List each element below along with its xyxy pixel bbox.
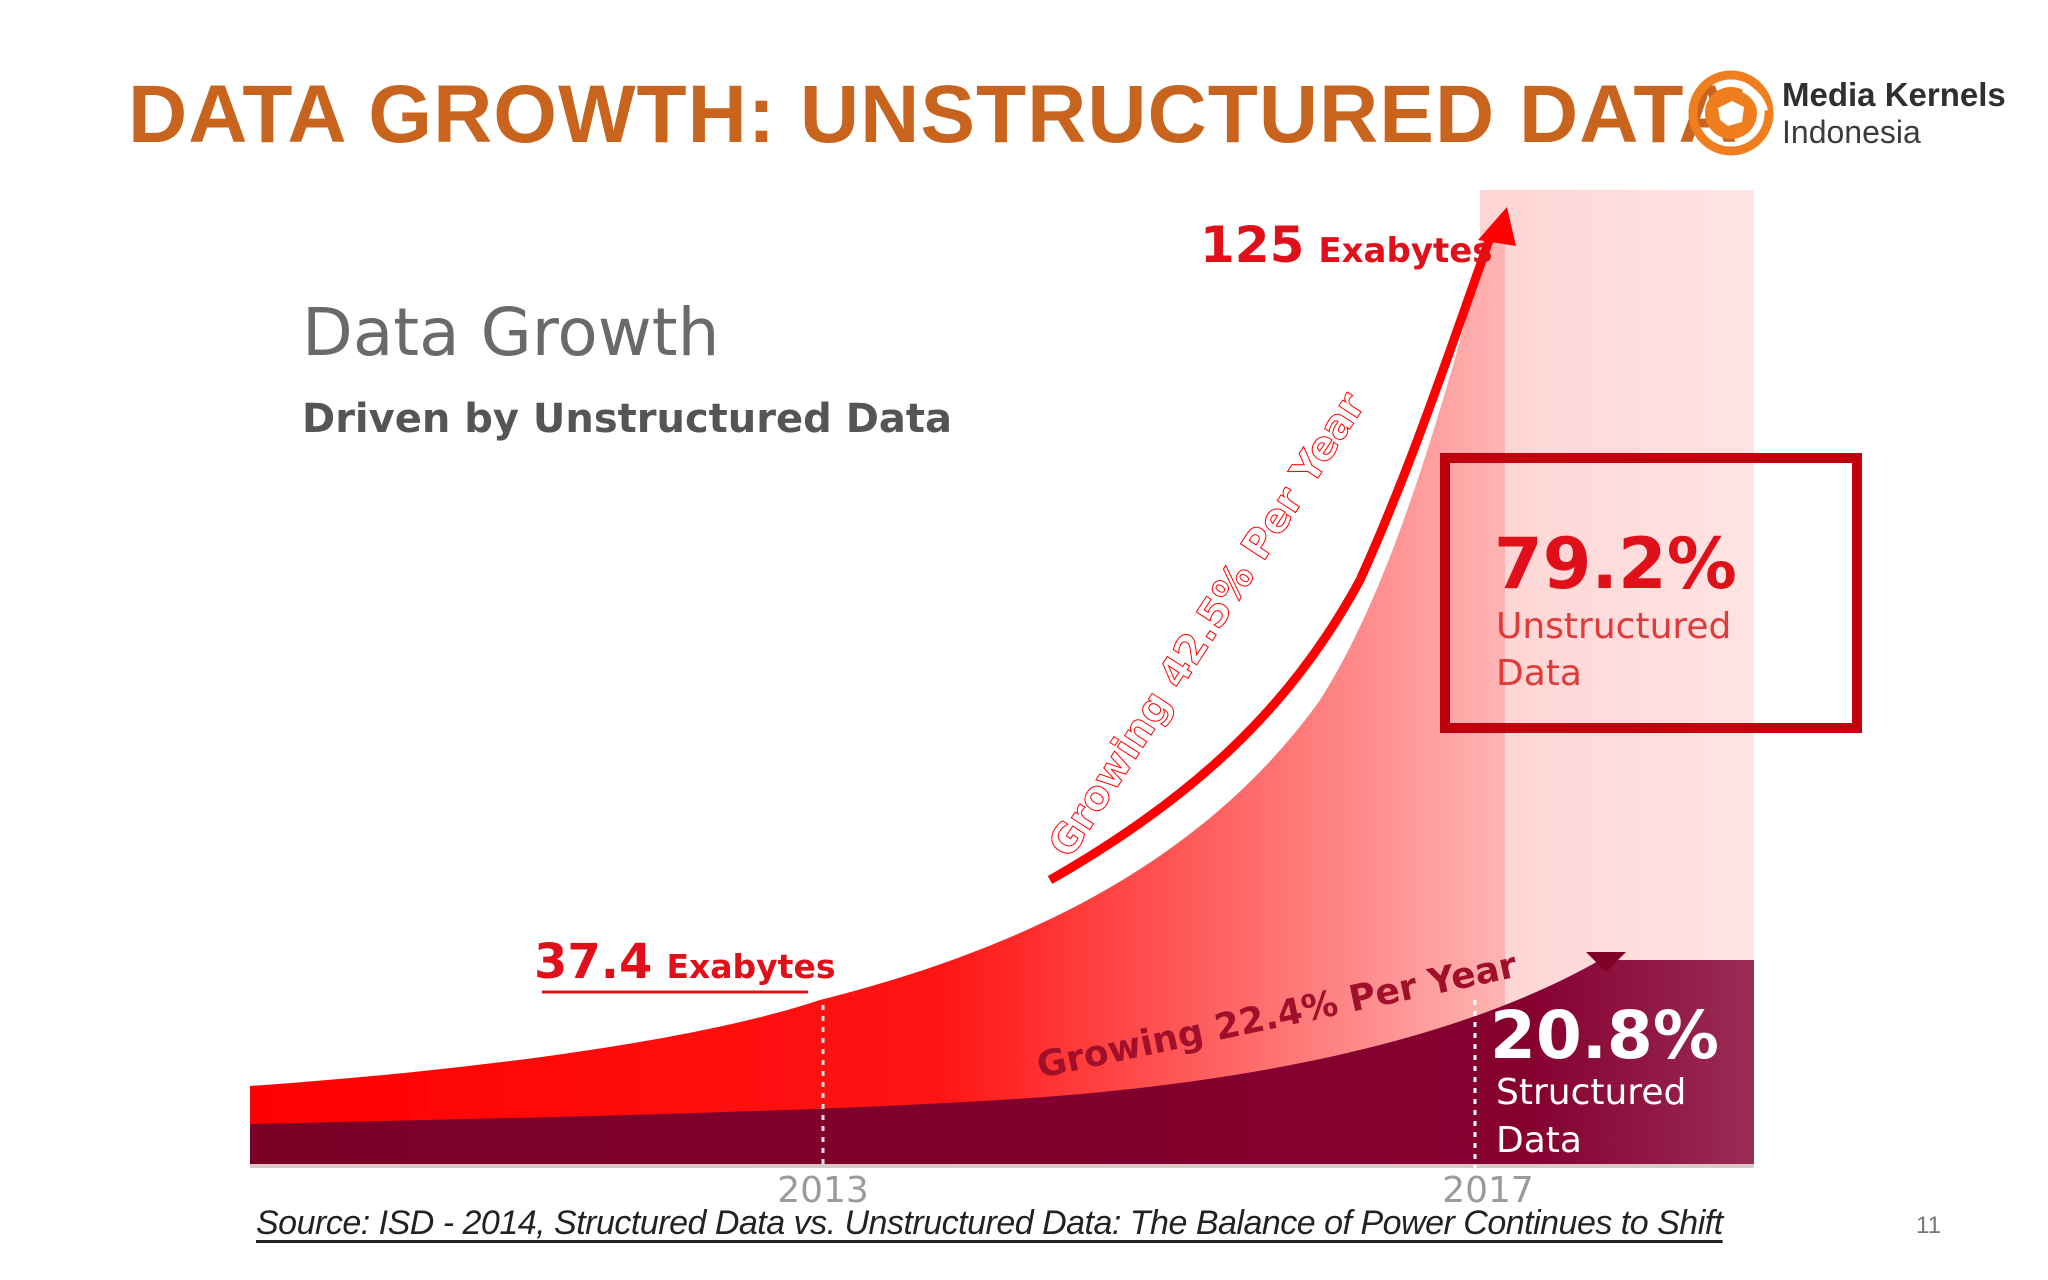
source-citation: Source: ISD - 2014, Structured Data vs. … — [256, 1204, 1723, 1242]
unstructured-growth-line — [1047, 230, 1497, 884]
logo-text-line2: Indonesia — [1782, 114, 1921, 150]
company-logo: Media Kernels Indonesia — [1688, 68, 2008, 158]
unstructured-data-area — [250, 230, 1505, 1165]
growth-arrowhead — [1478, 207, 1516, 246]
unstructured-share-label-1: Unstructured — [1496, 606, 1731, 647]
x-tick-2017: 2017 — [1442, 1170, 1534, 1211]
page-number: 11 — [1916, 1212, 1941, 1239]
unstructured-highlight-box — [1440, 453, 1862, 733]
chart-title: Data Growth — [302, 294, 719, 371]
structured-arrowhead — [1586, 952, 1626, 972]
structured-share-label-1: Structured — [1496, 1072, 1686, 1113]
annotation-2013-total: 37.4 Exabytes — [534, 934, 835, 990]
slide-title: DATA GROWTH: UNSTRUCTURED DATA — [128, 69, 1739, 160]
logo-text-line1: Media Kernels — [1782, 76, 2006, 113]
chart-subtitle: Driven by Unstructured Data — [302, 396, 952, 442]
media-kernels-logo-icon — [1688, 70, 1774, 156]
structured-data-area — [250, 960, 1754, 1165]
annotation-2017-total: 125 Exabytes — [1200, 216, 1493, 274]
x-tick-2013: 2013 — [777, 1170, 869, 1211]
structured-share-value: 20.8% — [1490, 997, 1719, 1074]
unstructured-share-value: 79.2% — [1494, 523, 1737, 605]
structured-share-label-2: Data — [1496, 1120, 1582, 1161]
unstructured-share-label-2: Data — [1496, 653, 1582, 694]
